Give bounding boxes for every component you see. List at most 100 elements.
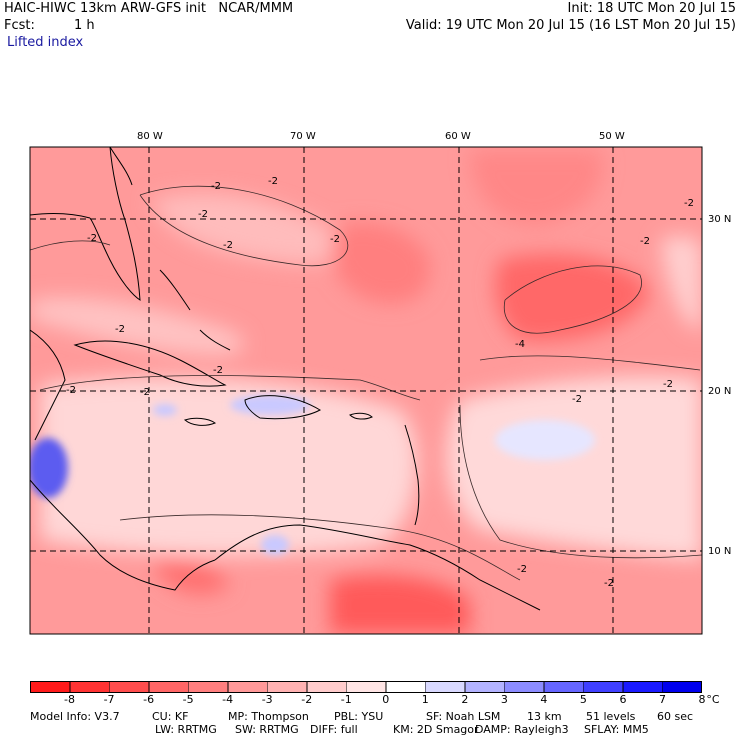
colorbar-swatch [385, 681, 426, 693]
contour-label: -2 [87, 233, 97, 244]
lon-label-50w: 50 W [599, 131, 625, 142]
contour-minus2-north [139, 185, 349, 267]
contour-minus2-south [119, 514, 521, 581]
central-america-coast [30, 479, 216, 591]
model-info-item: KM: 2D Smagor [393, 723, 479, 736]
model-info-item: CU: KF [152, 710, 189, 723]
lat-label-20n: 20 N [708, 386, 732, 397]
colorbar-swatch [69, 681, 110, 693]
lon-label-60w: 60 W [445, 131, 471, 142]
colorbar-swatch [622, 681, 663, 693]
colorbar-tick-label: 5 [579, 693, 587, 706]
colorbar-swatch [464, 681, 505, 693]
model-info-item: SF: Noah LSM [426, 710, 501, 723]
blue-area-central-america [30, 438, 68, 498]
contour-minus2-west [30, 240, 111, 251]
colorbar-swatch [425, 681, 466, 693]
puerto-rico-outline [349, 412, 373, 420]
light-band-north [150, 193, 355, 264]
lesser-antilles [404, 424, 420, 526]
lon-label-80w: 80 W [137, 131, 163, 142]
colorbar-tick-label: 6 [619, 693, 627, 706]
colorbar-tick-label: -5 [182, 693, 194, 706]
us-east-coast [109, 147, 133, 186]
valid-time: Valid: 19 UTC Mon 20 Jul 15 (16 LST Mon … [405, 18, 736, 33]
lat-label-30n: 30 N [708, 214, 732, 225]
contour-label: -4 [515, 339, 525, 350]
contour-label: -2 [684, 198, 694, 209]
contour-label: -2 [572, 394, 582, 405]
colorbar-tick-label: -3 [261, 693, 273, 706]
contour-label: -2 [517, 564, 527, 575]
contour-label: -2 [198, 209, 208, 220]
model-info-item: SW: RRTMG [235, 723, 299, 736]
model-info-item: Model Info: V3.7 [30, 710, 120, 723]
model-title: HAIC-HIWC 13km ARW-GFS init NCAR/MMM [4, 1, 294, 16]
colorbar-tick-label: -2 [301, 693, 313, 706]
colorbar-frame [30, 681, 702, 693]
contour-label: -2 [66, 385, 76, 396]
contour-minus2-caribbean [39, 375, 421, 401]
map-frame [29, 146, 703, 635]
colorbar-swatch [504, 681, 545, 693]
colorbar-tick-label: 8 [698, 693, 706, 706]
model-info-item: DIFF: full [310, 723, 358, 736]
contour-label: -2 [640, 236, 650, 247]
model-info-item: LW: RRTMG [155, 723, 217, 736]
forecast-hour: 1 h [74, 18, 95, 33]
gulf-coast [30, 213, 91, 219]
dark-south-america [330, 575, 470, 634]
dark-cell-south [150, 558, 230, 595]
colorbar-tick-label: 0 [382, 693, 390, 706]
colorbar-tick-label: 2 [461, 693, 469, 706]
dark-cell-central-atlantic [331, 222, 431, 304]
colorbar-tick-label: -4 [222, 693, 234, 706]
colorbar-swatch [109, 681, 150, 693]
model-info-item: DAMP: Rayleigh3 [475, 723, 569, 736]
lon-label-70w: 70 W [290, 131, 316, 142]
contour-label: -2 [604, 578, 614, 589]
contour-label: -2 [663, 379, 673, 390]
colorbar-tick-label: -1 [340, 693, 352, 706]
forecast-label: Fcst: [4, 18, 35, 33]
contour-label: -2 [223, 240, 233, 251]
dark-band-northeast [470, 150, 603, 225]
south-america-coast [214, 524, 541, 611]
contour-label: -2 [213, 365, 223, 376]
florida-coast [89, 147, 141, 301]
contour-label: -2 [211, 181, 221, 192]
model-info-item: MP: Thompson [228, 710, 309, 723]
contour-label: -2 [115, 324, 125, 335]
colorbar-swatch [188, 681, 229, 693]
field-name: Lifted index [7, 35, 84, 50]
bahamas [159, 269, 231, 351]
blue-area-hispaniola [230, 395, 310, 415]
colorbar-swatch [267, 681, 308, 693]
cuba-outline [73, 340, 227, 387]
contour-minus4-east [503, 265, 642, 334]
contour-label: -2 [330, 234, 340, 245]
dark-cell-east-atlantic [495, 254, 650, 341]
jamaica-outline [183, 417, 217, 426]
model-info-item: 51 levels [586, 710, 636, 723]
colorbar-tick-label: 7 [658, 693, 666, 706]
init-time: Init: 18 UTC Mon 20 Jul 15 [567, 1, 736, 16]
light-band-gulf [30, 297, 245, 356]
caribbean-light [40, 377, 418, 556]
blue-area-atlantic [495, 420, 595, 460]
colorbar-swatch [543, 681, 584, 693]
model-info-item: PBL: YSU [334, 710, 384, 723]
colorbar-swatch [346, 681, 387, 693]
atlantic-east-light [446, 376, 702, 560]
colorbar-swatch [306, 681, 347, 693]
model-info-item: SFLAY: MM5 [584, 723, 649, 736]
colorbar-tick-label: 1 [421, 693, 429, 706]
colorbar-tick-label: -6 [143, 693, 155, 706]
colorbar-tick-label: -8 [64, 693, 75, 706]
yucatan-coast [30, 329, 66, 441]
colorbar-swatch [583, 681, 624, 693]
blue-area-venezuela [261, 535, 289, 555]
colorbar-unit: °C [706, 693, 720, 706]
colorbar-swatch [30, 681, 71, 693]
